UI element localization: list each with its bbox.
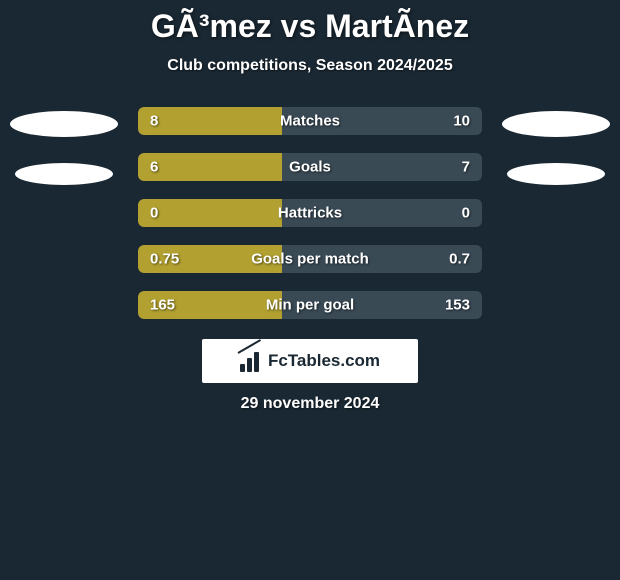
stat-right-value: 0.7 [449,251,470,268]
stat-right-value: 153 [445,297,470,314]
stat-right-value: 10 [453,113,470,130]
stat-label: Hattricks [278,205,342,222]
subtitle: Club competitions, Season 2024/2025 [0,57,620,75]
stat-bar: 165 153 Min per goal [138,291,482,319]
source-logo-text: FcTables.com [268,351,380,371]
stat-bar: 0 0 Hattricks [138,199,482,227]
stat-bars: 8 10 Matches 6 7 Goals 0 0 Hattricks 0.75 0.7 Goals… [138,107,482,319]
stat-left-value: 0.75 [150,251,179,268]
date-label: 29 november 2024 [0,395,620,413]
stat-bar: 8 10 Matches [138,107,482,135]
comparison-card: GÃ³mez vs MartÃ­nez Club competitions, S… [0,0,620,413]
stat-left-value: 8 [150,113,158,130]
right-team-logo-placeholder [507,163,605,185]
stat-bar: 6 7 Goals [138,153,482,181]
right-player-photo-placeholder [502,111,610,137]
stat-bar-left-fill [138,153,282,181]
stat-bar-left-fill [138,107,282,135]
right-player-col [500,107,612,185]
stat-left-value: 0 [150,205,158,222]
stat-left-value: 165 [150,297,175,314]
stat-bar: 0.75 0.7 Goals per match [138,245,482,273]
stat-right-value: 7 [462,159,470,176]
page-title: GÃ³mez vs MartÃ­nez [0,8,620,45]
source-logo: FcTables.com [202,339,418,383]
stat-right-value: 0 [462,205,470,222]
fctables-icon [240,350,262,372]
stat-label: Matches [280,113,340,130]
stat-left-value: 6 [150,159,158,176]
left-player-photo-placeholder [10,111,118,137]
stat-bar-left-fill [138,199,282,227]
left-team-logo-placeholder [15,163,113,185]
stat-label: Goals [289,159,331,176]
left-player-col [8,107,120,185]
body-row: 8 10 Matches 6 7 Goals 0 0 Hattricks 0.75 0.7 Goals… [0,107,620,319]
stat-label: Goals per match [251,251,369,268]
stat-label: Min per goal [266,297,354,314]
